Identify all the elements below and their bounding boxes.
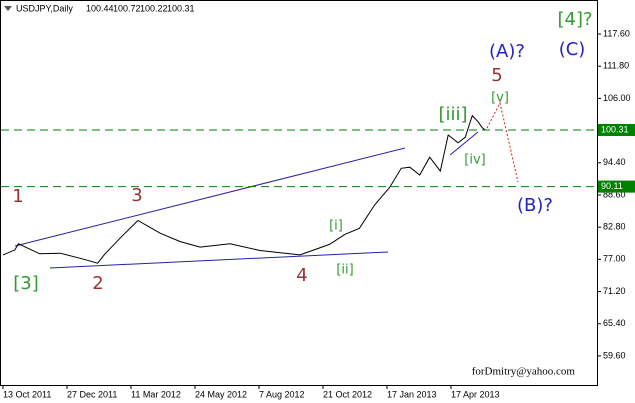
wave-label: [iv] bbox=[464, 153, 485, 168]
wave-label: [v] bbox=[491, 91, 509, 106]
y-tick-label: 77.00 bbox=[603, 254, 626, 264]
price-line bbox=[2, 114, 486, 264]
level-label-bg bbox=[598, 180, 635, 193]
x-tick-label: 17 Jan 2013 bbox=[387, 389, 437, 399]
wave-label: [i] bbox=[329, 219, 343, 234]
x-tick-label: 7 Aug 2012 bbox=[259, 389, 305, 399]
wave-label: [ii] bbox=[336, 263, 353, 278]
x-tick-label: 13 Oct 2011 bbox=[3, 389, 51, 399]
x-tick-label: 24 May 2012 bbox=[195, 389, 247, 399]
wave-label: (A)? bbox=[489, 41, 525, 62]
level-label: 100.31 bbox=[601, 124, 629, 134]
projection bbox=[486, 101, 519, 183]
wave-label: 2 bbox=[92, 273, 103, 294]
plot-frame bbox=[0, 0, 598, 386]
y-tick-label: 88.60 bbox=[603, 189, 626, 199]
watermark: forDmitry@yahoo.com bbox=[472, 366, 576, 378]
y-tick-label: 106.00 bbox=[603, 93, 631, 103]
channel-lower bbox=[49, 251, 389, 269]
ohlc-value: 100.31 bbox=[167, 3, 195, 13]
ohlc-value: 100.44 bbox=[86, 3, 114, 13]
x-tick-label: 27 Dec 2011 bbox=[67, 389, 117, 399]
y-tick-label: 94.40 bbox=[603, 157, 626, 167]
y-tick-label: 111.80 bbox=[603, 61, 629, 71]
channel-upper bbox=[14, 147, 406, 247]
ohlc-value: 100.72 bbox=[113, 3, 141, 13]
x-tick-label: 11 Mar 2012 bbox=[131, 389, 181, 399]
wave-label: 3 bbox=[131, 185, 142, 206]
wave-label: 1 bbox=[12, 186, 23, 207]
y-tick-label: 65.40 bbox=[603, 318, 626, 328]
wave-label: [iii] bbox=[438, 104, 467, 125]
wave-label: [4]? bbox=[557, 9, 592, 30]
y-tick-label: 117.60 bbox=[603, 28, 630, 38]
level-label-bg bbox=[598, 123, 635, 136]
x-tick-label: 21 Oct 2012 bbox=[323, 389, 372, 399]
wave-label: [3] bbox=[13, 273, 39, 294]
chart-title: USDJPY,Daily bbox=[16, 3, 73, 13]
y-tick-label: 71.20 bbox=[603, 286, 626, 296]
wave-line bbox=[449, 131, 479, 156]
wave-label: 5 bbox=[491, 65, 502, 86]
menu-triangle bbox=[4, 6, 12, 11]
wave-label: 4 bbox=[296, 265, 307, 286]
wave-label: (C) bbox=[559, 39, 586, 60]
y-tick-label: 82.80 bbox=[603, 222, 626, 232]
wave-label: (B)? bbox=[517, 195, 553, 216]
level-label: 90.11 bbox=[601, 181, 623, 191]
x-tick-label: 17 Apr 2013 bbox=[451, 389, 500, 399]
y-tick-label: 59.60 bbox=[603, 350, 626, 360]
ohlc-value: 100.22 bbox=[140, 3, 168, 13]
